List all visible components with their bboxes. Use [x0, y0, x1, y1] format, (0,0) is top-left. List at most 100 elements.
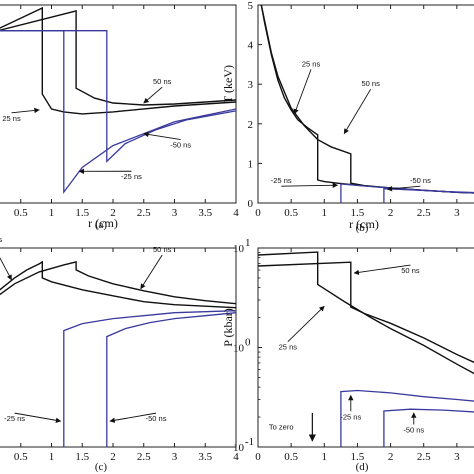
series-line-50ns: [260, 5, 474, 194]
x-tick-label: 1: [49, 207, 55, 219]
panel-label: (a): [95, 219, 108, 231]
x-tick-label: 0.5: [284, 207, 298, 219]
series-line-50ns: [106, 312, 236, 447]
axes-frame: [257, 4, 474, 204]
annotation-arrow: [343, 88, 372, 135]
y-tick-label: 10: [233, 442, 245, 454]
annotation-label: -25 ns: [4, 414, 25, 423]
series-line-50ns: [0, 30, 236, 163]
y-axis-label: T (keV): [221, 65, 235, 103]
series-line-25ns: [340, 183, 474, 203]
panel-label: (d): [356, 461, 369, 473]
series-line-25ns: [63, 310, 236, 447]
y-tick-label: 10: [233, 243, 245, 255]
x-tick-label: 4: [233, 451, 239, 463]
panel-c: 0.5 1 1.5 2 2.5 3 3.5 4 25 ns 50 ns -25 ns -50 ns (c…: [0, 235, 239, 473]
x-tick-label: 1.5: [351, 207, 365, 219]
x-tick-label: 3.5: [198, 207, 212, 219]
y-tick-label: 2: [248, 119, 254, 131]
annotation-arrow: [293, 69, 312, 115]
x-tick-label: 1: [49, 451, 55, 463]
series-line-25ns: [0, 260, 236, 309]
x-tick-label: 0: [255, 451, 261, 463]
series-line-50ns: [0, 261, 236, 305]
annotation-label: 50 ns: [401, 266, 420, 275]
annotation-label: 50 ns: [153, 77, 172, 86]
x-tick-label: 3: [172, 207, 178, 219]
y-tick-label: 0: [248, 198, 254, 210]
annotation-arrow: [143, 86, 163, 104]
x-tick-label: 3: [454, 207, 460, 219]
x-tick-label: 3.5: [198, 451, 212, 463]
annotation-arrow: [140, 254, 163, 290]
series-line-50ns: [383, 188, 474, 203]
x-tick-label: 0.5: [14, 207, 28, 219]
annotation-label: 25 ns: [0, 235, 2, 244]
x-tick-label: 0.5: [284, 451, 298, 463]
annotation-label: 50 ns: [153, 245, 172, 254]
x-tick-label: 2: [388, 207, 394, 219]
annotation-label: -25 ns: [340, 412, 361, 421]
y-tick-label: 3: [248, 79, 254, 91]
annotation-arrow: [287, 305, 325, 343]
annotation-arrow: [353, 264, 411, 276]
x-tick-label: 1.5: [351, 451, 365, 463]
x-tick-label: 2: [110, 451, 116, 463]
panel-label: (b): [356, 222, 369, 234]
y-tick-exponent: -1: [245, 436, 254, 448]
x-tick-label: 1.5: [75, 207, 89, 219]
annotation-label: -25 ns: [271, 176, 292, 185]
annotation-label: 25 ns: [2, 114, 21, 123]
x-tick-label: 2.5: [137, 207, 151, 219]
annotation-label: 50 ns: [362, 79, 381, 88]
annotation-label: 25 ns: [279, 343, 298, 352]
series-line-25ns: [340, 389, 474, 447]
annotation-arrow: [0, 257, 12, 281]
y-tick-label: 1: [248, 158, 254, 170]
x-tick-label: 0: [255, 207, 261, 219]
annotation-arrow: [386, 185, 421, 192]
y-axis-label: P (kbar): [221, 308, 235, 347]
annotation-label: -50 ns: [170, 141, 191, 150]
x-tick-label: 0.5: [14, 451, 28, 463]
y-tick-exponent: 0: [245, 337, 251, 349]
y-tick-label: 10: [233, 343, 245, 355]
panel-a: 0.5 1 1.5 2 2.5 3 3.5 4 50 ns 25 ns -50 ns -25 ns r …: [0, 4, 239, 231]
series-line-50ns: [258, 261, 474, 364]
x-tick-label: 2.5: [417, 451, 431, 463]
x-axis-label: r (cm): [349, 217, 379, 231]
panel-label: (c): [95, 461, 108, 473]
annotation-arrow: [143, 131, 181, 141]
x-tick-label: 2: [110, 207, 116, 219]
annotation-label: To zero: [269, 422, 294, 431]
annotation-label: -50 ns: [410, 176, 431, 185]
x-tick-label: 1.5: [75, 451, 89, 463]
x-tick-label: 2: [388, 451, 394, 463]
series-line-25ns: [260, 5, 474, 194]
y-tick-exponent: 1: [245, 237, 251, 249]
series-line-25ns: [0, 6, 236, 115]
x-tick-label: 2.5: [417, 207, 431, 219]
x-tick-label: 3: [454, 451, 460, 463]
annotation-label: -50 ns: [403, 425, 424, 434]
y-tick-label: 5: [248, 0, 254, 12]
x-axis-label: r (cm): [88, 216, 118, 230]
annotation-arrow: [14, 412, 62, 423]
x-tick-label: 1: [322, 207, 328, 219]
x-tick-label: 4: [233, 207, 239, 219]
annotation-arrow: [109, 412, 157, 423]
annotation-arrow: [11, 107, 40, 114]
series-line-50ns: [0, 10, 236, 106]
x-tick-label: 3: [172, 451, 178, 463]
annotation-arrow: [281, 182, 339, 188]
annotation-label: 25 ns: [302, 59, 321, 68]
x-tick-label: 2.5: [137, 451, 151, 463]
panel-b: 0 0.5 1 1.5 2 2.5 3 0 1 2 3 4 5 25 ns 50 ns -25 ns -50 n…: [221, 0, 474, 234]
x-tick-label: 1: [322, 451, 328, 463]
annotation-label: -25 ns: [121, 172, 142, 181]
annotation-label: -50 ns: [146, 414, 167, 423]
series-line-50ns: [383, 408, 474, 447]
y-tick-label: 4: [248, 40, 254, 52]
